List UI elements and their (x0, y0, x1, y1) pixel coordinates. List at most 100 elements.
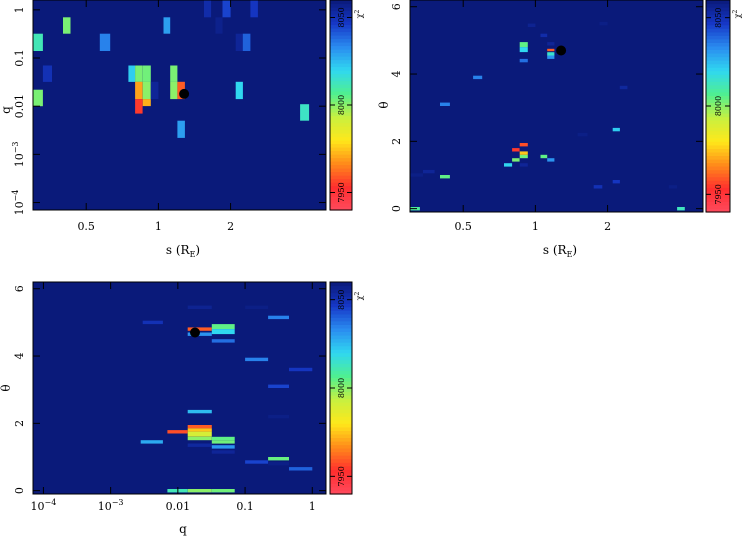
colorbar-segment (330, 182, 352, 187)
colorbar-tick-label: 8050 (714, 7, 723, 27)
heatmap-cell (547, 52, 555, 56)
colorbar-segment (330, 405, 352, 410)
colorbar-tick-label: 7950 (714, 184, 723, 204)
colorbar-segment (330, 94, 352, 99)
best-fit-marker (179, 88, 190, 99)
colorbar-segment (330, 91, 352, 96)
colorbar-segment (330, 320, 352, 325)
colorbar-segment (330, 143, 352, 148)
colorbar-segment (330, 171, 352, 176)
heatmap-cell (235, 33, 243, 51)
y-tick-label: 6 (390, 3, 403, 10)
colorbar-segment (706, 169, 730, 174)
colorbar-segment (330, 129, 352, 134)
colorbar-segment (330, 402, 352, 407)
heatmap-cell (187, 431, 212, 437)
colorbar-segment (330, 10, 352, 15)
colorbar-segment (330, 14, 352, 19)
colorbar-segment (330, 317, 352, 322)
colorbar-segment (330, 77, 352, 82)
colorbar-segment (706, 134, 730, 139)
colorbar-label: χ2 (354, 291, 364, 300)
colorbar-segment (706, 208, 730, 213)
colorbar-segment (706, 60, 730, 65)
colorbar-segment (330, 395, 352, 400)
heatmap-cell (410, 173, 423, 177)
heatmap-cell (547, 158, 555, 162)
colorbar-segment (330, 178, 352, 183)
colorbar-segment (330, 455, 352, 460)
x-tick-label: 10−4 (31, 498, 57, 513)
colorbar-segment (330, 310, 352, 315)
colorbar-segment (706, 194, 730, 199)
colorbar-segment (706, 35, 730, 40)
colorbar-segment (330, 331, 352, 336)
colorbar-segment (330, 356, 352, 361)
colorbar-segment (330, 192, 352, 197)
heatmap-cell (519, 163, 528, 167)
colorbar-segment (330, 433, 352, 438)
colorbar-segment (330, 98, 352, 103)
colorbar-segment (706, 120, 730, 125)
colorbar-segment (330, 324, 352, 329)
heatmap-cell (167, 430, 188, 434)
heatmap-cell (187, 436, 212, 441)
colorbar-segment (706, 155, 730, 160)
colorbar-segment (330, 31, 352, 36)
heatmap-cell (599, 21, 608, 26)
heatmap-cell (250, 0, 258, 18)
heatmap-cell (519, 47, 528, 53)
colorbar-segment (330, 289, 352, 294)
colorbar-segment (706, 141, 730, 146)
heatmap-cells (33, 0, 310, 138)
x-axis-label: q (179, 522, 187, 536)
heatmap-cell (527, 23, 536, 27)
panel-q-vs-s: 0.5 1 2 1 0.1 0.01 10−3 10−4 7950 8000 8050 χ2 s (… (0, 0, 364, 259)
colorbar-segment (330, 444, 352, 449)
heatmap-cell (512, 148, 520, 152)
colorbar-segment (330, 366, 352, 371)
heatmap-cell (63, 17, 71, 34)
x-tick-label: 0.01 (166, 500, 191, 513)
y-tick-label: 10−4 (11, 190, 26, 216)
colorbar-segment (330, 384, 352, 389)
colorbar-segment (706, 98, 730, 103)
colorbar-segment (330, 448, 352, 453)
heatmap-cell (268, 384, 289, 388)
colorbar-segment (706, 7, 730, 12)
colorbar-segment (330, 409, 352, 414)
colorbar-segment (706, 106, 730, 111)
heatmap-cell (211, 339, 235, 343)
colorbar-label: χ2 (732, 9, 742, 18)
colorbar-segment (330, 441, 352, 446)
colorbar-segment (330, 154, 352, 159)
heatmap-cell (170, 65, 178, 82)
colorbar-segment (330, 38, 352, 43)
heatmap-cell (619, 85, 628, 90)
colorbar-segment (330, 377, 352, 382)
colorbar-segment (330, 17, 352, 22)
colorbar-segment (330, 140, 352, 145)
colorbar-segment (706, 14, 730, 19)
colorbar-segment (330, 105, 352, 110)
colorbar-segment (706, 31, 730, 36)
heatmap-cell (187, 489, 212, 493)
best-fit-marker (556, 45, 567, 56)
x-tick-label: 2 (227, 220, 234, 233)
heatmap-cell (222, 0, 231, 18)
colorbar-segment (330, 426, 352, 431)
heatmap-cell (245, 357, 269, 362)
heatmap-cell (245, 460, 269, 464)
colorbar-segment (330, 189, 352, 194)
axis-ticks: 0.5 1 2 0 2 4 6 (390, 0, 703, 233)
colorbar-segment (706, 127, 730, 132)
colorbar-segment (330, 299, 352, 304)
colorbar-segment (706, 17, 730, 22)
colorbar-segment (330, 380, 352, 385)
colorbar-segment (330, 112, 352, 117)
colorbar-segment (330, 469, 352, 474)
colorbar-segment (706, 201, 730, 206)
heatmap-cell (211, 440, 235, 444)
colorbar-segment (706, 130, 730, 135)
colorbar-segment (706, 74, 730, 79)
